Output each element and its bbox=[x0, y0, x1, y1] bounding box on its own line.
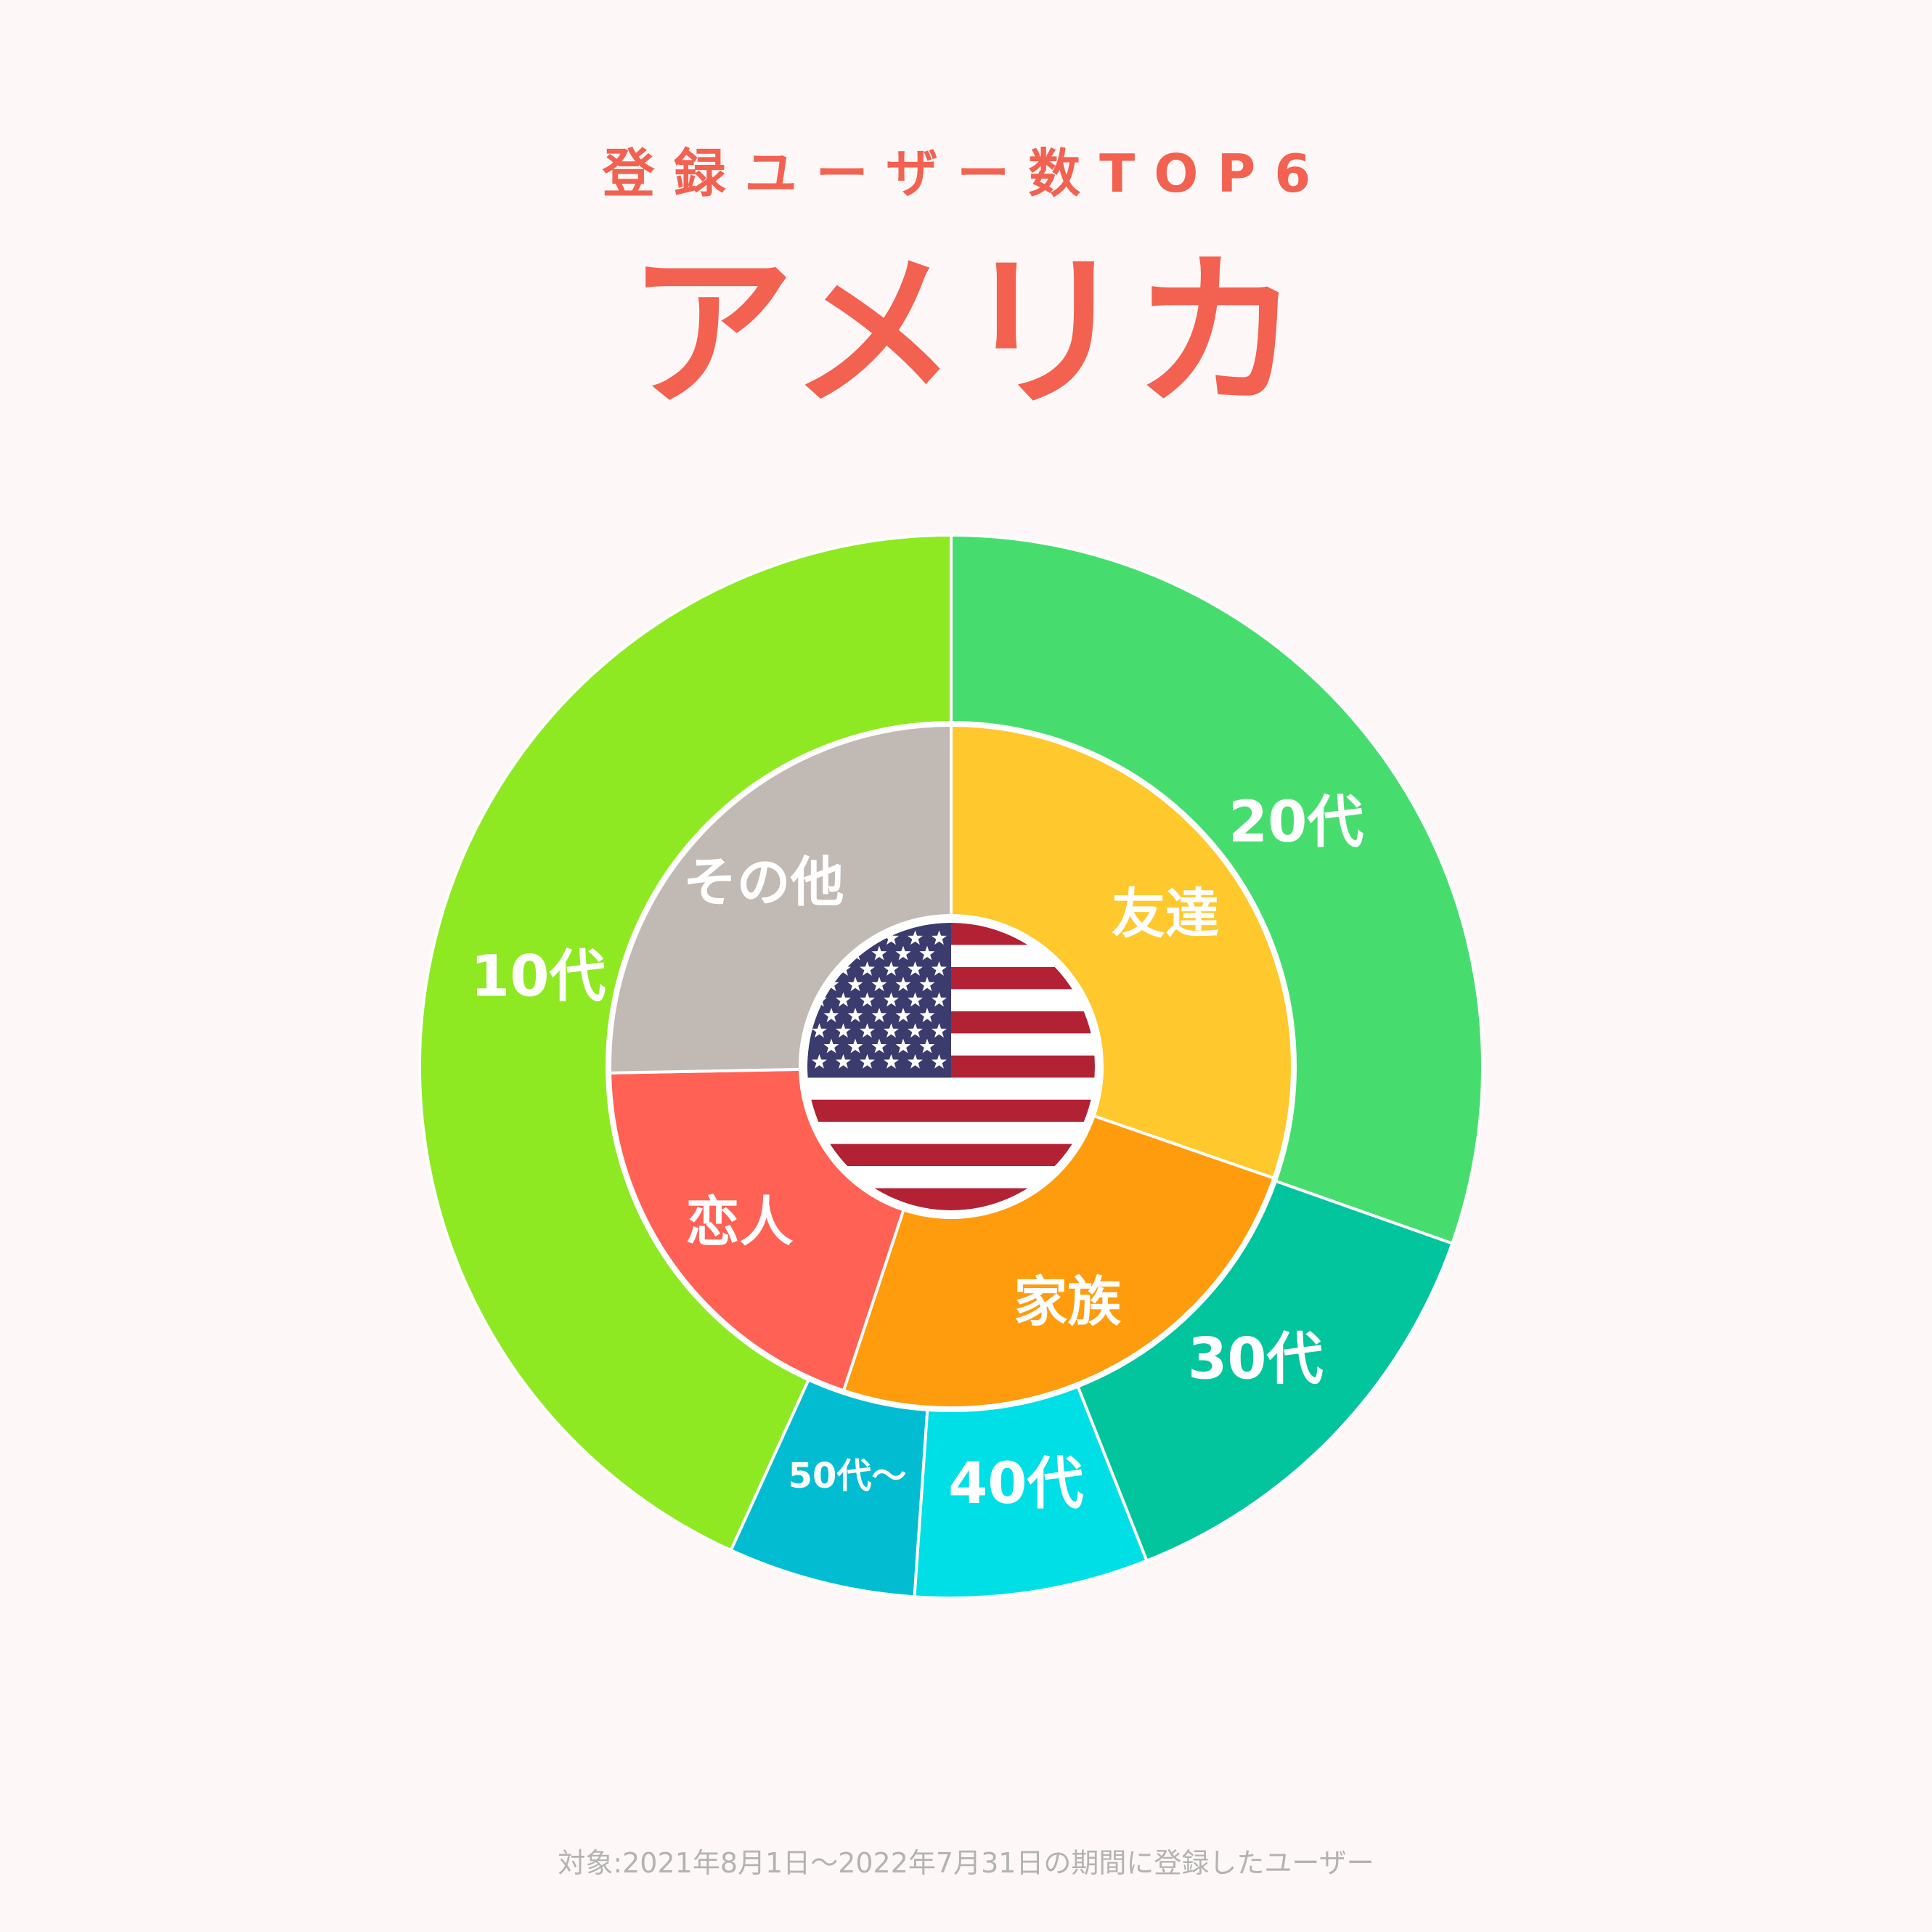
flag-star bbox=[836, 1053, 851, 1069]
flag-stripe bbox=[807, 1122, 1095, 1145]
flag-star bbox=[919, 977, 935, 992]
inner-label-その他: その他 bbox=[683, 851, 844, 913]
flag-star bbox=[919, 945, 935, 961]
flag-star bbox=[860, 961, 875, 976]
flag-star bbox=[871, 945, 887, 961]
flag-star bbox=[884, 992, 899, 1007]
flag-star bbox=[932, 1053, 947, 1069]
inner-label-家族: 家族 bbox=[1014, 1271, 1121, 1334]
us-flag-icon bbox=[800, 916, 1102, 1218]
flag-star bbox=[836, 992, 851, 1007]
inner-label-恋人: 恋人 bbox=[685, 1191, 793, 1254]
flag-star bbox=[812, 1023, 827, 1038]
flag-star bbox=[919, 1007, 935, 1022]
flag-star bbox=[908, 1053, 923, 1069]
flag-star bbox=[932, 930, 947, 945]
flag-star bbox=[908, 992, 923, 1007]
outer-label-20代: 20代 bbox=[1228, 790, 1364, 855]
flag-star bbox=[871, 1038, 887, 1053]
footnote: 対象:2021年8月1日〜2022年7月31日の期間に登録したユーザー bbox=[558, 1847, 1374, 1879]
flag-star bbox=[884, 1023, 899, 1038]
chart-subtitle: 登録ユーザー数TOP6 bbox=[602, 143, 1330, 204]
flag-star bbox=[871, 977, 887, 992]
flag-star bbox=[919, 1038, 935, 1053]
flag-star bbox=[932, 992, 947, 1007]
flag-star bbox=[932, 1023, 947, 1038]
flag-star bbox=[884, 930, 899, 945]
ring-separator bbox=[606, 721, 1297, 1412]
flag-star bbox=[895, 1038, 911, 1053]
flag-star bbox=[908, 1023, 923, 1038]
flag-star bbox=[823, 1038, 839, 1053]
flag-star bbox=[836, 1023, 851, 1038]
outer-label-50代: 50代〜 bbox=[788, 1456, 907, 1496]
outer-label-10代: 10代 bbox=[470, 945, 606, 1010]
flag-star bbox=[884, 961, 899, 976]
flag-star bbox=[847, 1007, 863, 1022]
flag-border bbox=[800, 916, 1102, 1218]
flag-star bbox=[860, 1023, 875, 1038]
flag-star bbox=[860, 1053, 875, 1069]
flag-star bbox=[871, 1007, 887, 1022]
flag-star bbox=[895, 1007, 911, 1022]
outer-label-30代: 30代 bbox=[1188, 1327, 1324, 1393]
flag-star bbox=[932, 961, 947, 976]
flag-star bbox=[860, 992, 875, 1007]
flag-stripe bbox=[807, 1099, 1095, 1122]
flag-star bbox=[823, 1007, 839, 1022]
outer-label-40代: 40代 bbox=[948, 1451, 1084, 1517]
chart-title: アメリカ bbox=[627, 237, 1305, 431]
inner-ring-slices bbox=[606, 721, 1297, 1412]
flag-star bbox=[884, 1053, 899, 1069]
flag-stripe bbox=[807, 1144, 1095, 1167]
inner-label-友達: 友達 bbox=[1112, 883, 1219, 945]
flag-star bbox=[895, 945, 911, 961]
flag-star bbox=[847, 977, 863, 992]
flag-star bbox=[847, 1038, 863, 1053]
flag-stripe bbox=[807, 1077, 1095, 1101]
flag-star bbox=[908, 930, 923, 945]
flag-star bbox=[895, 977, 911, 992]
flag-star bbox=[908, 961, 923, 976]
flag-star bbox=[812, 1053, 827, 1069]
